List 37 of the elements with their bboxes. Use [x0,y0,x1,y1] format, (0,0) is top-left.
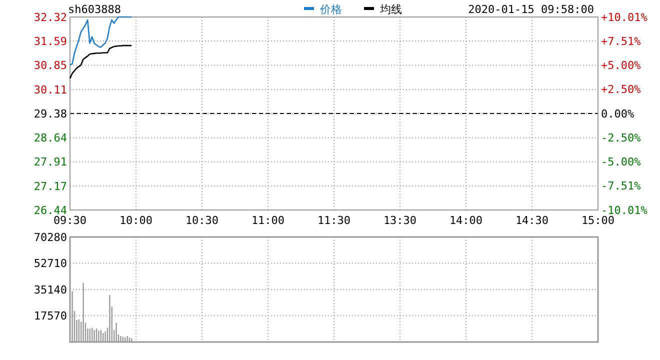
y2-tick-label: -10.01% [601,204,648,217]
y-tick-label: 52710 [34,257,67,270]
y-tick-label: 32.32 [34,10,67,24]
x-tick-label: 13:30 [383,214,417,227]
y-tick-label: 70280 [34,230,67,244]
y-tick-label: 28.64 [34,132,68,145]
x-tick-label: 14:00 [449,214,483,227]
line-series [69,44,132,80]
x-tick-label: 11:30 [317,214,351,227]
y-tick-label: 27.91 [34,156,67,169]
x-tick-label: 10:30 [185,214,219,227]
x-tick-label: 14:30 [515,214,549,227]
x-tick-label: 09:30 [53,214,87,227]
y2-tick-label: +2.50% [601,83,642,96]
y2-tick-label: +7.51% [601,34,642,48]
y-tick-label: 30.85 [34,59,67,72]
text: sh603888 [68,3,121,16]
y2-tick-label: -5.00% [601,156,642,169]
text: 2020-01-15 09:58:00 [468,3,594,16]
x-tick-label: 10:00 [119,214,153,227]
x-tick-label: 15:00 [581,214,615,227]
y-tick-label: 26.44 [34,204,68,217]
y2-tick-label: +10.01% [601,10,648,24]
y-tick-label: 30.11 [34,83,67,96]
x-tick-label: 11:00 [251,214,285,227]
y2-tick-label: 0.00% [601,107,634,120]
y-tick-label: 35140 [34,283,67,296]
legend-label: 价格 [319,3,342,16]
legend-label: 均线 [379,3,402,16]
y2-tick-label: -7.51% [601,180,642,193]
y-tick-label: 31.59 [34,34,67,48]
line-series [69,16,132,66]
y2-tick-label: +5.00% [601,59,642,72]
y-tick-label: 29.38 [34,107,67,120]
y-tick-label: 17570 [34,310,67,323]
y-tick-label: 27.17 [34,180,67,193]
y2-tick-label: -2.50% [601,131,642,144]
